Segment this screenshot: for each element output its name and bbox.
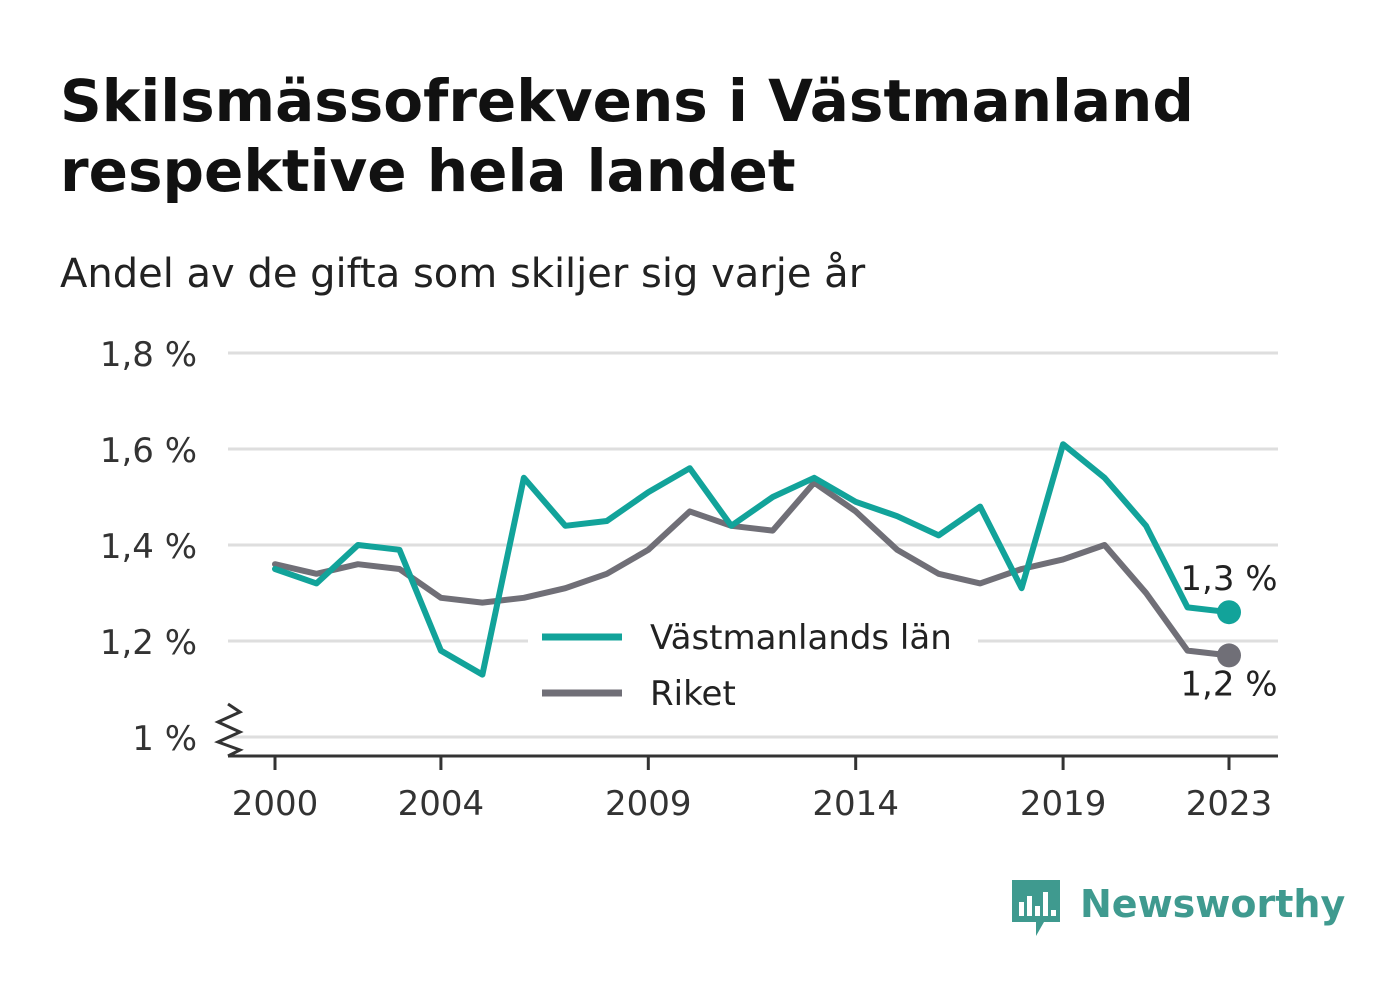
series-lines: [272, 441, 1241, 678]
legend-background: [528, 612, 978, 722]
x-tick-label: 2019: [1020, 784, 1107, 824]
axis-break-icon: [214, 702, 244, 758]
chart-subtitle: Andel av de gifta som skiljer sig varje …: [60, 251, 866, 297]
legend: Västmanlands län Riket: [528, 612, 978, 722]
axes: 1 % 1,2 % 1,4 % 1,6 % 1,8 % 2000 2004 2009 2014 2…: [100, 335, 1278, 824]
x-tick-label: 2009: [605, 784, 692, 824]
end-label-riket: 1,2 %: [1180, 664, 1277, 704]
brand-name: Newsworthy: [1080, 882, 1346, 926]
series-line-vastmanland: [272, 441, 1232, 678]
chart-title: Skilsmässofrekvens i Västmanland respekt…: [60, 67, 1194, 205]
series-line-riket: [272, 479, 1232, 659]
y-tick-label: 1,8 %: [100, 335, 197, 375]
newsworthy-logo: Newsworthy: [1010, 878, 1345, 942]
series-end-point: [1217, 643, 1241, 668]
y-tick-label: 1,2 %: [100, 623, 197, 663]
legend-label: Västmanlands län: [650, 618, 952, 658]
y-tick-label: 1 %: [132, 719, 197, 759]
end-label-vastmanland: 1,3 %: [1180, 559, 1277, 599]
y-tick-label: 1,6 %: [100, 431, 197, 471]
x-tick-label: 2000: [232, 784, 319, 824]
legend-label: Riket: [650, 674, 736, 714]
x-tick-label: 2014: [812, 784, 899, 824]
end-labels: 1,3 % 1,2 %: [1180, 559, 1277, 704]
x-tick-label: 2004: [398, 784, 485, 824]
newsworthy-logo-icon: [1012, 880, 1060, 936]
y-tick-label: 1,4 %: [100, 527, 197, 567]
x-tick-label: 2023: [1186, 784, 1273, 824]
series-end-point: [1217, 600, 1241, 625]
